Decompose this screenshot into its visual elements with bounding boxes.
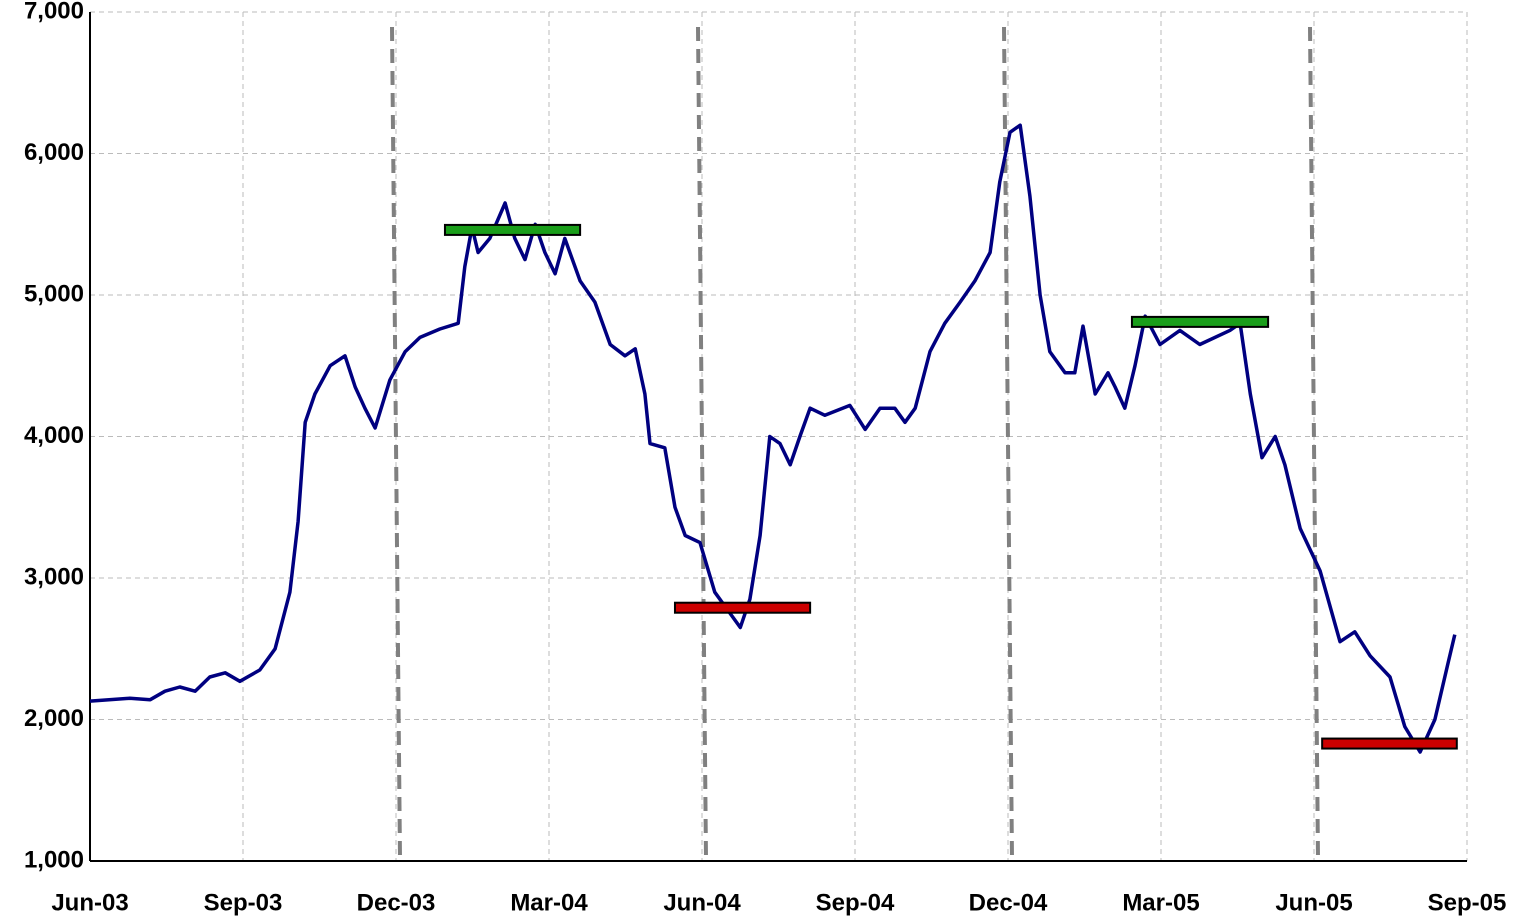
y-tick-label: 2,000	[24, 705, 84, 732]
x-tick-label: Mar-05	[1122, 889, 1199, 916]
level-bar	[1130, 315, 1270, 328]
level-bar	[443, 223, 582, 236]
y-tick-label: 6,000	[24, 139, 84, 166]
level-bar	[1321, 737, 1458, 750]
y-tick-label: 3,000	[24, 563, 84, 590]
x-tick-label: Sep-05	[1428, 889, 1507, 916]
y-tick-label: 7,000	[24, 0, 84, 24]
x-tick-label: Dec-04	[969, 889, 1048, 916]
marker-line	[1002, 26, 1014, 860]
x-tick-label: Jun-04	[663, 889, 741, 916]
y-tick-label: 4,000	[24, 422, 84, 449]
x-tick-label: Mar-04	[510, 889, 588, 916]
x-tick-label: Jun-03	[51, 889, 128, 916]
marker-line	[696, 26, 708, 860]
marker-line	[1308, 26, 1320, 860]
x-tick-label: Dec-03	[357, 889, 436, 916]
x-tick-label: Sep-04	[816, 889, 895, 916]
line	[89, 123, 1457, 754]
marker-line	[390, 26, 402, 860]
level-bar	[673, 601, 812, 614]
y-tick-label: 5,000	[24, 280, 84, 307]
x-tick-label: Jun-05	[1275, 889, 1352, 916]
x-tick-label: Sep-03	[204, 889, 283, 916]
y-tick-label: 1,000	[24, 846, 84, 873]
